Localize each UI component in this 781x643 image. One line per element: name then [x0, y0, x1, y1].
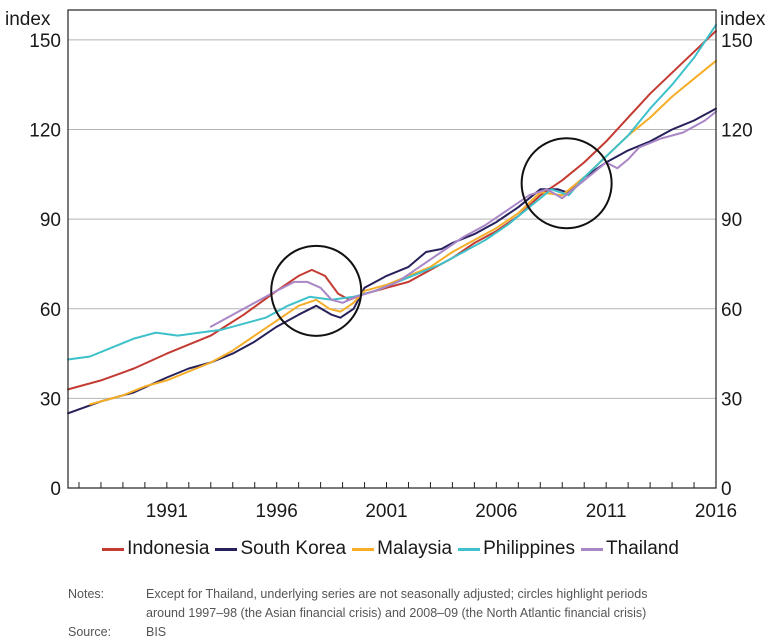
y-tick-label-left: 120: [29, 121, 61, 142]
legend-swatch: [581, 547, 604, 551]
tick-labels: 0 0 30 30 60 60 90 90 120 120 150 150 1991 1996 2001 20…: [29, 31, 752, 522]
source-label: Source:: [68, 625, 112, 639]
x-tick-label: 1991: [146, 501, 188, 522]
notes-row: around 1997–98 (the Asian financial cris…: [68, 604, 647, 623]
x-tick-label: 1996: [256, 501, 298, 522]
legend-swatch: [352, 547, 375, 551]
chart: 0 0 30 30 60 60 90 90 120 120 150 150 1991 1996 2001 20…: [29, 9, 753, 522]
notes-text-line2: around 1997–98 (the Asian financial cris…: [146, 606, 647, 620]
y-tick-label-right: 0: [721, 479, 732, 500]
series-line-philippines: [67, 23, 717, 361]
y-tick-label-left: 0: [50, 479, 61, 500]
y-tick-label-left: 150: [29, 31, 61, 52]
legend-label: Thailand: [606, 538, 679, 559]
notes-row: Notes: Except for Thailand, underlying s…: [68, 585, 647, 604]
series-lines: [67, 23, 717, 415]
legend-label: Indonesia: [127, 538, 210, 559]
gridlines: [68, 39, 716, 399]
legend-label: Philippines: [483, 538, 576, 559]
plot-frame: [67, 9, 717, 489]
y-tick-label-right: 60: [721, 300, 742, 321]
legend-swatch: [102, 547, 125, 551]
legend-label: South Korea: [240, 538, 347, 559]
x-tick-label: 2001: [365, 501, 407, 522]
legend-item: Indonesia: [102, 538, 209, 560]
y-axis-unit-left: index: [5, 9, 51, 30]
legend-item: Philippines: [458, 538, 575, 560]
highlight-circles: [270, 137, 613, 337]
notes-label: Notes:: [68, 587, 105, 601]
y-tick-label-right: 120: [721, 121, 753, 142]
y-tick-label-right: 90: [721, 210, 742, 231]
legend-item: Thailand: [581, 538, 679, 560]
series-line-south-korea: [67, 107, 717, 415]
series-line-malaysia: [89, 59, 717, 406]
legend: Indonesia South Korea Malaysia Philippines T…: [0, 538, 781, 560]
legend-item: Malaysia: [352, 538, 452, 560]
highlight-circle: [270, 244, 363, 337]
x-tick-label: 2016: [695, 501, 737, 522]
source-text: BIS: [146, 625, 167, 639]
series-line-thailand: [209, 110, 717, 328]
source-row: Source: BIS: [68, 623, 647, 642]
legend-swatch: [215, 547, 238, 551]
legend-label: Malaysia: [377, 538, 453, 559]
x-ticks: [78, 482, 717, 488]
y-tick-label-right: 150: [721, 31, 753, 52]
x-tick-label: 2011: [586, 501, 627, 522]
y-axis-unit-right: index: [720, 9, 766, 30]
y-tick-label-left: 60: [40, 300, 61, 321]
legend-item: South Korea: [215, 538, 346, 560]
notes-text-line1: Except for Thailand, underlying series a…: [146, 587, 648, 601]
series-line-indonesia: [67, 29, 717, 391]
notes-block: Notes: Except for Thailand, underlying s…: [68, 585, 647, 642]
y-tick-label-right: 30: [721, 389, 742, 410]
y-tick-label-left: 30: [40, 389, 61, 410]
legend-swatch: [458, 547, 481, 551]
highlight-circle: [520, 137, 613, 230]
notes-spacer: [68, 604, 146, 623]
x-tick-label: 2006: [475, 501, 517, 522]
y-tick-label-left: 90: [40, 210, 61, 231]
